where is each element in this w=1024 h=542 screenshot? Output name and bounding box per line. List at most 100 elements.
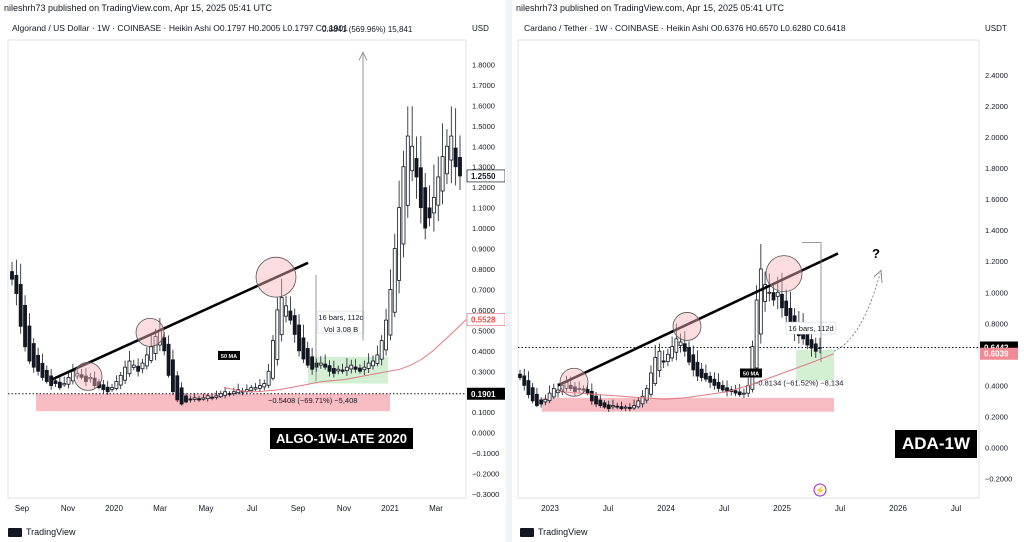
candle-body <box>427 207 432 219</box>
candle-body <box>358 367 362 372</box>
x-tick-label: Jul <box>603 504 613 513</box>
candle-body <box>101 384 106 391</box>
candle-body <box>720 385 725 391</box>
candle-body <box>110 387 114 390</box>
support-change-text: −0.8134 (−61.52%) −8,134 <box>754 378 843 387</box>
candle-body <box>284 305 288 317</box>
x-tick-label: 2023 <box>541 504 559 513</box>
candle-body <box>405 135 410 206</box>
plot-frame <box>7 39 467 499</box>
measure-box <box>317 310 365 334</box>
touch-point-circle <box>559 367 589 397</box>
candle-body <box>184 395 188 403</box>
candle-body <box>573 386 577 392</box>
price-tag-box <box>467 387 505 400</box>
candle-body <box>522 375 527 386</box>
lightning-icon <box>813 483 827 497</box>
x-tick-label: Nov <box>337 504 351 513</box>
candle-body <box>449 135 454 161</box>
symbol-info-line: Algorand / US Dollar · 1W · COINBASE · H… <box>12 23 348 33</box>
candle-body <box>149 346 154 361</box>
candle-body <box>767 291 772 294</box>
candle-body <box>649 372 653 395</box>
candle-body <box>353 366 358 370</box>
support-zone <box>36 393 390 412</box>
candle-body <box>530 387 535 402</box>
candle-body <box>275 309 280 360</box>
vol-box-text: Vol 3.08 B <box>324 325 358 334</box>
candle-body <box>657 350 662 371</box>
candle-body <box>699 368 704 379</box>
y-tick-label: 1.6000 <box>472 101 495 110</box>
candle-body <box>763 284 767 302</box>
y-tick-label: 1.4000 <box>985 226 1008 235</box>
candle-body <box>547 392 552 402</box>
candle-body <box>136 365 141 372</box>
x-tick-label: 2024 <box>657 504 675 513</box>
candle-body <box>40 362 45 378</box>
candle-body <box>410 145 415 172</box>
candle-body <box>678 341 683 346</box>
candle-body <box>305 348 310 366</box>
projection-arrow <box>833 273 881 352</box>
candle-body <box>310 356 315 370</box>
price-tag-text: 0.5528 <box>471 316 496 325</box>
y-tick-label: 2.2000 <box>985 102 1008 111</box>
candle-body <box>127 360 132 375</box>
candle-body <box>371 360 375 367</box>
candle-body <box>623 406 628 409</box>
price-tag-box <box>980 347 1018 360</box>
candle-body <box>784 300 789 316</box>
tradingview-icon <box>8 527 22 537</box>
ma-label-box <box>740 368 762 378</box>
candle-body <box>210 396 215 399</box>
x-tick-label: Sep <box>291 504 306 513</box>
candle-body <box>23 304 27 348</box>
ada-chart-panel: USDT 2.4000 2.2000 2.0000 1.8000 1.6000 1.4000… <box>512 0 1024 542</box>
y-tick-label: 0.7000 <box>472 285 495 294</box>
support-zone <box>542 397 834 412</box>
projection-arrow-head <box>873 269 883 284</box>
touch-point-circle <box>672 312 702 341</box>
candle-body <box>75 372 80 377</box>
y-tick-label: 1.1000 <box>472 204 495 213</box>
candle-body <box>27 325 32 362</box>
algo-chart-svg[interactable]: USD1.80001.70001.60001.50001.40001.30001… <box>0 0 505 542</box>
y-tick-label: 0.0000 <box>985 443 1008 452</box>
y-tick-label: 0.9000 <box>472 245 495 254</box>
candle-body <box>36 354 41 372</box>
candle-body <box>535 393 539 406</box>
candle-body <box>539 399 544 405</box>
candle-body <box>271 340 275 379</box>
candle-body <box>431 197 436 214</box>
ma50-line <box>557 353 835 400</box>
candle-body <box>809 339 814 349</box>
y-tick-label: 0.5000 <box>472 326 495 335</box>
candle-body <box>661 360 666 363</box>
candle-body <box>653 357 658 385</box>
published-by-text: nileshrh73 published on TradingView.com,… <box>4 3 273 13</box>
candle-body <box>179 387 184 405</box>
ada-chart-svg[interactable]: USDT 2.4000 2.2000 2.0000 1.8000 1.6000 1.4000… <box>512 0 1024 542</box>
candle-body <box>712 378 717 386</box>
y-tick-label: −0.2000 <box>985 474 1012 483</box>
chart-label: ALGO-1W-LATE 2020 <box>270 428 413 449</box>
currency-label: USDT <box>985 24 1007 33</box>
price-tag-box <box>466 169 505 183</box>
y-tick-label: 0.8000 <box>472 265 495 274</box>
candle-body <box>632 405 636 409</box>
candle-body <box>401 166 406 245</box>
candle-body <box>708 375 713 383</box>
candle-body <box>615 405 620 408</box>
candle-body <box>805 333 810 346</box>
candle-body <box>458 156 462 177</box>
candle-body <box>53 380 58 384</box>
y-tick-label: 1.2000 <box>985 257 1008 266</box>
ma-label: 50 MA <box>743 372 759 378</box>
candle-body <box>140 362 145 370</box>
candle-body <box>388 289 393 336</box>
x-tick-label: Nov <box>61 504 75 513</box>
candle-body <box>577 388 582 390</box>
candle-body <box>79 374 84 378</box>
candle-body <box>742 392 746 395</box>
